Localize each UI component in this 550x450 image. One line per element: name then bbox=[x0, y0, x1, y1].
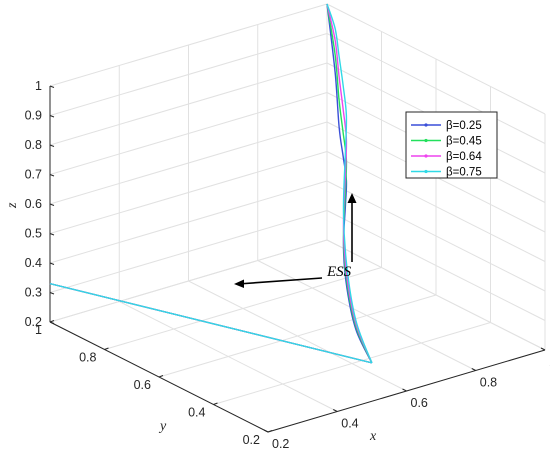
ess-arrow-left bbox=[237, 277, 323, 285]
z-tick-mark bbox=[49, 292, 55, 295]
z-axis-label: z bbox=[5, 202, 20, 209]
z-tick-mark bbox=[49, 233, 55, 236]
legend-label: β=0.25 bbox=[446, 120, 482, 132]
z-tick-mark bbox=[49, 262, 55, 265]
legend-marker bbox=[424, 138, 428, 143]
z-tick-label: 1 bbox=[35, 79, 42, 93]
legend-box bbox=[405, 111, 498, 179]
ess-annotation: ESS bbox=[234, 193, 357, 288]
grid-wall-z bbox=[326, 180, 546, 292]
z-tick-label: 0.7 bbox=[25, 168, 42, 182]
y-tick-mark bbox=[158, 375, 164, 378]
grid-back-z bbox=[49, 151, 328, 234]
series-line bbox=[326, 3, 373, 364]
grid-back-z bbox=[49, 180, 328, 264]
ess-arrow-up-head bbox=[347, 193, 357, 203]
series-line bbox=[326, 3, 373, 364]
z-tick-mark bbox=[49, 115, 55, 118]
x-tick-mark bbox=[402, 388, 407, 392]
x-tick-mark bbox=[333, 409, 338, 412]
grid-back-z bbox=[49, 121, 328, 205]
tick-labels: 0.20.40.60.810.20.40.60.810.20.30.40.50.… bbox=[25, 79, 550, 450]
z-tick-label: 0.8 bbox=[25, 138, 42, 152]
grid-floor-y bbox=[158, 294, 437, 378]
grid-layer bbox=[49, 3, 546, 433]
grid-back-z bbox=[49, 239, 328, 323]
y-tick-label: 0.2 bbox=[243, 433, 260, 447]
y-axis-label: y bbox=[158, 419, 167, 434]
grid-floor-y bbox=[213, 322, 491, 405]
grid-back-z bbox=[49, 33, 328, 116]
x-tick-mark bbox=[263, 429, 269, 433]
grid-wall-z bbox=[326, 210, 546, 321]
z-tick-label: 0.2 bbox=[25, 315, 42, 329]
grid-back-z bbox=[49, 210, 328, 293]
axis-layer bbox=[49, 85, 546, 433]
y-tick-mark bbox=[104, 347, 109, 350]
legend-label: β=0.45 bbox=[446, 136, 482, 148]
grid-wall-z bbox=[326, 3, 546, 115]
z-tick-label: 0.5 bbox=[25, 227, 42, 241]
ess-arrow-left-head bbox=[234, 279, 244, 288]
x-tick-label: 0.2 bbox=[272, 437, 289, 450]
grid-wall-z bbox=[326, 151, 546, 262]
z-tick-mark bbox=[49, 174, 55, 177]
legend-label: β=0.64 bbox=[446, 151, 482, 163]
legend-marker bbox=[424, 123, 428, 127]
grid-wall-z bbox=[326, 33, 546, 144]
ess-label: ESS bbox=[326, 264, 352, 280]
x-tick-mark bbox=[471, 368, 476, 371]
legend-marker bbox=[424, 169, 428, 174]
series-layer bbox=[49, 3, 373, 364]
z-tick-label: 0.4 bbox=[25, 256, 42, 270]
z-tick-mark bbox=[49, 85, 55, 88]
legend: β=0.25 β=0.45 β=0.64 β=0.75 bbox=[405, 111, 498, 179]
x-tick-mark bbox=[540, 347, 546, 351]
legend-marker bbox=[424, 154, 428, 158]
y-tick-mark bbox=[267, 430, 273, 433]
grid-wall-z bbox=[326, 239, 546, 351]
y-tick-label: 0.8 bbox=[79, 351, 96, 365]
grid-back-z bbox=[49, 62, 328, 146]
x-axis-label: x bbox=[369, 429, 377, 444]
series-branch-line bbox=[49, 282, 373, 364]
y-tick-label: 1 bbox=[35, 323, 42, 337]
z-tick-label: 0.9 bbox=[25, 109, 42, 123]
legend-label: β=0.75 bbox=[446, 167, 482, 179]
grid-back-z bbox=[49, 3, 328, 87]
y-tick-label: 0.6 bbox=[134, 378, 151, 392]
z-tick-label: 0.3 bbox=[25, 286, 42, 300]
series-line bbox=[326, 3, 373, 364]
y-tick-label: 0.4 bbox=[188, 406, 205, 420]
z-tick-mark bbox=[49, 203, 55, 206]
z-tick-mark bbox=[49, 144, 55, 147]
x-tick-label: 0.6 bbox=[411, 396, 428, 410]
x-tick-label: 0.4 bbox=[341, 417, 358, 431]
x-tick-label: 0.8 bbox=[480, 376, 497, 390]
z-tick-label: 0.6 bbox=[25, 197, 42, 211]
y-tick-mark bbox=[213, 402, 218, 405]
series-line bbox=[326, 3, 373, 364]
grid-back-z bbox=[49, 92, 328, 175]
z-tick-mark bbox=[49, 321, 55, 324]
grid-floor-y bbox=[104, 267, 382, 350]
